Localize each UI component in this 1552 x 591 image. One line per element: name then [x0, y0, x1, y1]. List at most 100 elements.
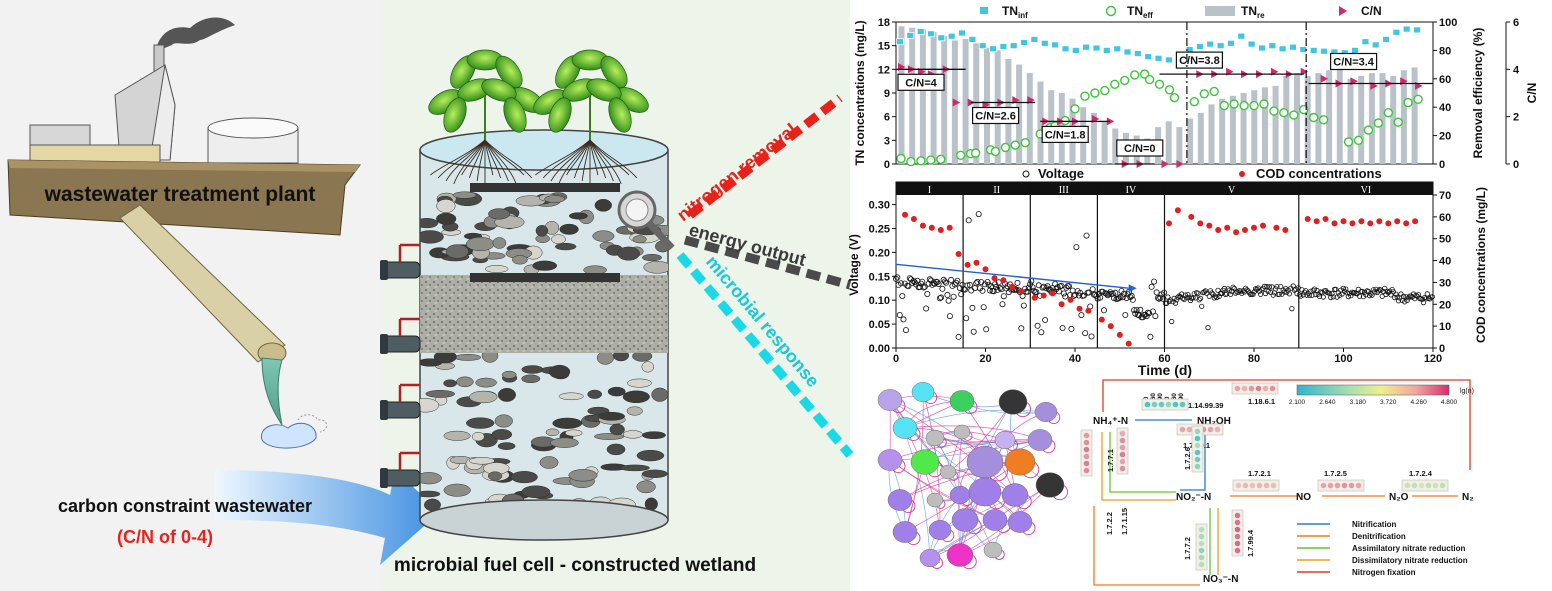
- cod-ytick-label: 30: [1439, 277, 1451, 289]
- time-xtick-label: 100: [1334, 353, 1352, 365]
- tn-inf-point: [1382, 36, 1390, 43]
- voltage-point: [1375, 288, 1382, 294]
- voltage-point: [1403, 294, 1409, 300]
- tn-eff-point: [1373, 118, 1384, 128]
- voltage-point: [1219, 290, 1225, 296]
- voltage-point: [1278, 283, 1284, 290]
- network-node: [1001, 483, 1029, 507]
- voltage-point: [1106, 290, 1113, 297]
- cod-point: [1367, 220, 1374, 227]
- tn-inf-point: [1278, 45, 1287, 53]
- tn-removal-bar: [1219, 98, 1226, 164]
- voltage-point: [939, 285, 946, 292]
- stone: [548, 364, 571, 379]
- cod-point: [1412, 218, 1419, 225]
- voltage-point: [1357, 293, 1363, 299]
- network-node: [892, 417, 918, 439]
- colorbar-tick-label: 2.100: [1289, 399, 1306, 406]
- voltage-point: [1300, 292, 1306, 298]
- stone: [568, 469, 598, 482]
- enz-1-18-6-1-cell: [1269, 385, 1276, 392]
- enz-1-14-99-39-cell: [1144, 401, 1151, 408]
- voltage-point: [1359, 288, 1365, 294]
- voltage-point: [1101, 307, 1108, 314]
- cod-point: [1385, 220, 1392, 227]
- enz-1-7-7-2-cell: [1198, 547, 1205, 554]
- voltage-point: [1119, 294, 1126, 301]
- stone: [587, 389, 603, 399]
- colorbar-tick-label: 2.640: [1319, 399, 1336, 406]
- network-node: [966, 445, 1004, 479]
- voltage-point: [1289, 305, 1295, 312]
- enzyme-1-7-2-2: 1.7.2.2: [1105, 512, 1114, 535]
- cod-ytick-label: 70: [1439, 190, 1451, 202]
- voltage-point: [1294, 290, 1300, 297]
- voltage-point: [1225, 286, 1231, 292]
- enz-1-7-2-4-cell: [1432, 482, 1439, 489]
- tn-eff-point: [970, 148, 981, 158]
- stone: [420, 472, 442, 485]
- root: [484, 139, 533, 179]
- sampling-port: [382, 335, 421, 353]
- stone: [622, 390, 650, 404]
- tn-y3tick-label: 0: [1513, 159, 1519, 171]
- voltage-point: [1146, 310, 1153, 317]
- stone: [545, 428, 560, 437]
- tn-removal-bar: [1240, 93, 1247, 164]
- tn-inf-point: [1309, 47, 1318, 54]
- network-node: [998, 389, 1028, 415]
- voltage-point: [1310, 287, 1316, 293]
- voltage-point: [1388, 292, 1394, 298]
- tn-eff-point: [1413, 94, 1423, 105]
- cod-point: [1224, 224, 1231, 231]
- tn-inf-point: [1216, 42, 1225, 50]
- voltage-point: [926, 276, 933, 283]
- tn-y3tick-label: 6: [1513, 17, 1519, 29]
- enz-1-7-2-4-cell: [1439, 482, 1446, 489]
- tn-y3tick-label: 4: [1513, 64, 1520, 76]
- tn-removal-bar: [1251, 90, 1258, 164]
- cod-point: [1403, 220, 1410, 227]
- cod-point: [1394, 218, 1401, 225]
- enz-1-7-2-2-cell: [1083, 439, 1090, 446]
- network-node: [928, 520, 952, 540]
- tn-eff-point: [1144, 74, 1155, 85]
- voltage-point: [1286, 291, 1293, 297]
- time-xlabel: Time (d): [1138, 362, 1192, 378]
- tn-eff-point: [896, 153, 906, 164]
- voltage-point: [1362, 289, 1368, 295]
- root: [476, 139, 486, 182]
- tn-inf-point: [1351, 47, 1359, 54]
- node-n2o: N₂O: [1389, 492, 1409, 503]
- enz-1-7-99-4-cell: [1234, 526, 1241, 533]
- voltage-point: [1014, 279, 1021, 286]
- network-node: [1027, 429, 1053, 451]
- sampling-port: [382, 261, 421, 279]
- cod-ytick-label: 60: [1439, 212, 1451, 224]
- voltage-point: [1347, 290, 1353, 296]
- stone: [510, 471, 538, 484]
- stone: [609, 423, 625, 436]
- tn-inf-point: [1123, 48, 1132, 56]
- voltage-point: [923, 305, 930, 312]
- enz-1-7-7-1-cell: [1119, 430, 1126, 437]
- network-node: [946, 543, 974, 567]
- tn-eff-point: [1000, 142, 1011, 153]
- stone: [492, 237, 507, 249]
- tn-removal-bar: [1197, 112, 1204, 164]
- treatment-plant-illustration: [7, 17, 361, 449]
- stone: [420, 218, 439, 229]
- leaf: [586, 78, 622, 102]
- voltage-point: [943, 279, 950, 286]
- tn-removal-bar: [1304, 76, 1311, 164]
- stone: [641, 361, 655, 373]
- enz-1-7-7-2-cell: [1198, 554, 1205, 561]
- time-xtick-label: 40: [1069, 353, 1081, 365]
- enz-1-7-99-1-cell: [1214, 426, 1221, 433]
- stone: [436, 199, 456, 213]
- voltage-point: [1384, 288, 1390, 294]
- voltage-point: [1239, 290, 1245, 296]
- tn-y3tick-label: 2: [1513, 112, 1519, 124]
- tn-eff-point: [1343, 137, 1354, 147]
- root: [589, 139, 638, 179]
